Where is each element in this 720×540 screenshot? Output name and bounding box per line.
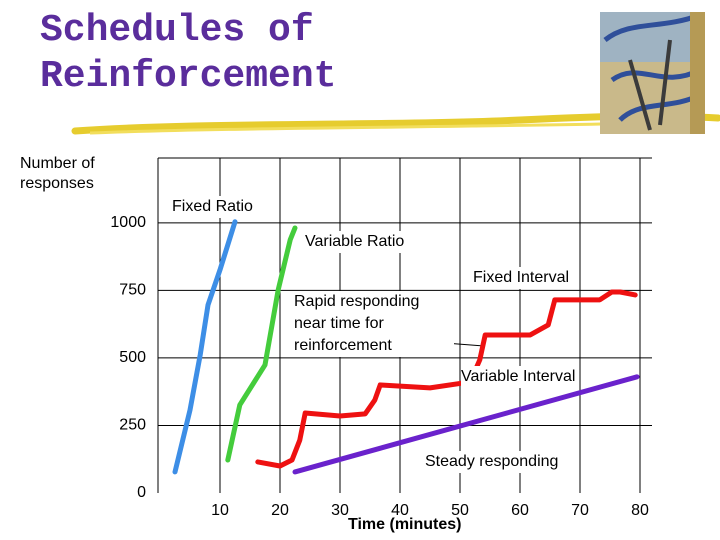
series-line: [255, 289, 638, 469]
y-tick-label: 1000: [110, 214, 146, 231]
x-tick-label: 50: [451, 502, 469, 519]
series-label: Fixed Ratio: [172, 196, 253, 218]
series-label: Fixed Interval: [473, 267, 570, 289]
y-tick-label: 500: [119, 349, 146, 366]
decorative-image: [600, 12, 705, 134]
y-axis-label: Number of responses: [20, 155, 95, 192]
y-tick-label: 0: [137, 484, 146, 501]
x-tick-label: 70: [571, 502, 589, 519]
x-tick-label: 60: [511, 502, 529, 519]
series-line: [172, 219, 238, 475]
series-label: Variable Ratio: [305, 231, 405, 253]
x-tick-label: 80: [631, 502, 649, 519]
title-underline: [89, 120, 701, 135]
series-line: [225, 225, 298, 463]
annotation: Steady responding: [425, 451, 559, 473]
series-line: [292, 374, 640, 475]
x-tick-label: 30: [331, 502, 349, 519]
y-tick-label: 250: [119, 417, 146, 434]
y-tick-label: 750: [119, 282, 146, 299]
x-tick-label: 10: [211, 502, 229, 519]
slide-title: Schedules of Reinforcement: [40, 9, 337, 98]
x-tick-label: 40: [391, 502, 409, 519]
x-tick-label: 20: [271, 502, 289, 519]
annotation: Rapid responding near time for reinforce…: [294, 291, 454, 357]
series-label: Variable Interval: [461, 366, 576, 388]
x-axis-label: Time (minutes): [348, 516, 462, 533]
